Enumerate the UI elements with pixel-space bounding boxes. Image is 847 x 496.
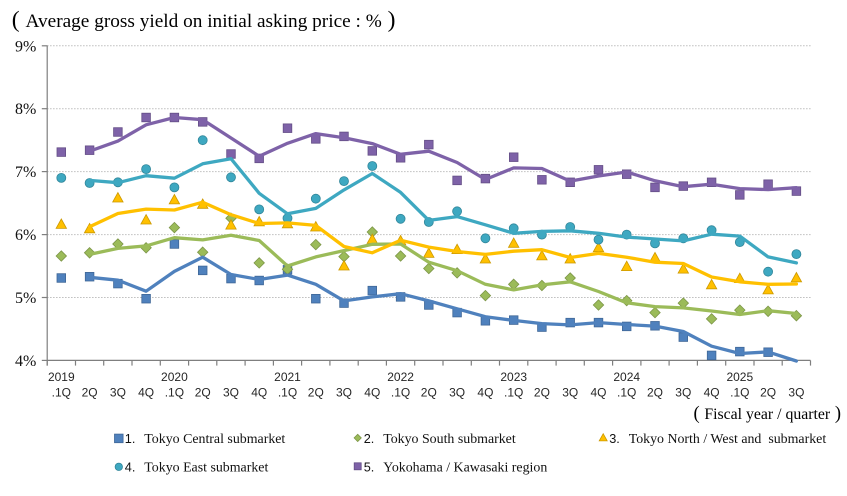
svg-text:4Q: 4Q [251,386,267,400]
svg-text:2.: 2. [364,432,375,446]
svg-text:( Average gross yield on initi: ( Average gross yield on initial asking … [12,7,396,33]
svg-text:3Q: 3Q [449,386,465,400]
svg-text:2Q: 2Q [308,386,324,400]
svg-text:6%: 6% [15,227,36,244]
svg-text:2024: 2024 [613,370,640,384]
svg-text:3.: 3. [609,432,620,446]
svg-text:2Q: 2Q [760,386,776,400]
svg-text:2Q: 2Q [195,386,211,400]
svg-text:.1Q: .1Q [278,386,297,400]
svg-text:2Q: 2Q [534,386,550,400]
svg-text:4%: 4% [15,353,36,370]
svg-text:2020: 2020 [161,370,188,384]
svg-text:.1Q: .1Q [504,386,523,400]
svg-text:4Q: 4Q [138,386,154,400]
svg-text:4.: 4. [125,461,136,475]
svg-text:.1Q: .1Q [391,386,410,400]
svg-text:Tokyo South submarket: Tokyo South submarket [383,432,516,447]
svg-text:4Q: 4Q [590,386,606,400]
svg-text:Tokyo North / West and submar: Tokyo North / West and submarket [629,432,827,447]
svg-text:3Q: 3Q [675,386,691,400]
svg-text:3Q: 3Q [110,386,126,400]
svg-text:2Q: 2Q [421,386,437,400]
svg-text:Yokohama / Kawasaki region: Yokohama / Kawasaki region [383,460,547,475]
svg-text:2021: 2021 [274,370,301,384]
svg-text:7%: 7% [15,164,36,181]
svg-text:.1Q: .1Q [730,386,749,400]
svg-text:3Q: 3Q [336,386,352,400]
svg-text:2023: 2023 [500,370,527,384]
svg-text:3Q: 3Q [223,386,239,400]
svg-text:5%: 5% [15,290,36,307]
svg-text:.1Q: .1Q [617,386,636,400]
svg-text:.1Q: .1Q [52,386,71,400]
svg-text:2Q: 2Q [647,386,663,400]
svg-text:9%: 9% [15,38,36,55]
svg-text:3Q: 3Q [788,386,804,400]
svg-text:4Q: 4Q [704,386,720,400]
svg-text:2019: 2019 [48,370,75,384]
svg-text:2Q: 2Q [82,386,98,400]
svg-text:8%: 8% [15,101,36,118]
svg-text:1.: 1. [125,432,136,446]
svg-text:2025: 2025 [726,370,753,384]
svg-text:Tokyo East submarket: Tokyo East submarket [144,460,268,475]
svg-text:4Q: 4Q [364,386,380,400]
svg-text:5.: 5. [364,461,375,475]
svg-text:2022: 2022 [387,370,414,384]
svg-text:4Q: 4Q [477,386,493,400]
svg-text:.1Q: .1Q [165,386,184,400]
svg-text:( Fiscal year / quarter ): ( Fiscal year / quarter ) [694,404,841,424]
svg-text:Tokyo Central submarket: Tokyo Central submarket [144,432,285,447]
svg-text:3Q: 3Q [562,386,578,400]
